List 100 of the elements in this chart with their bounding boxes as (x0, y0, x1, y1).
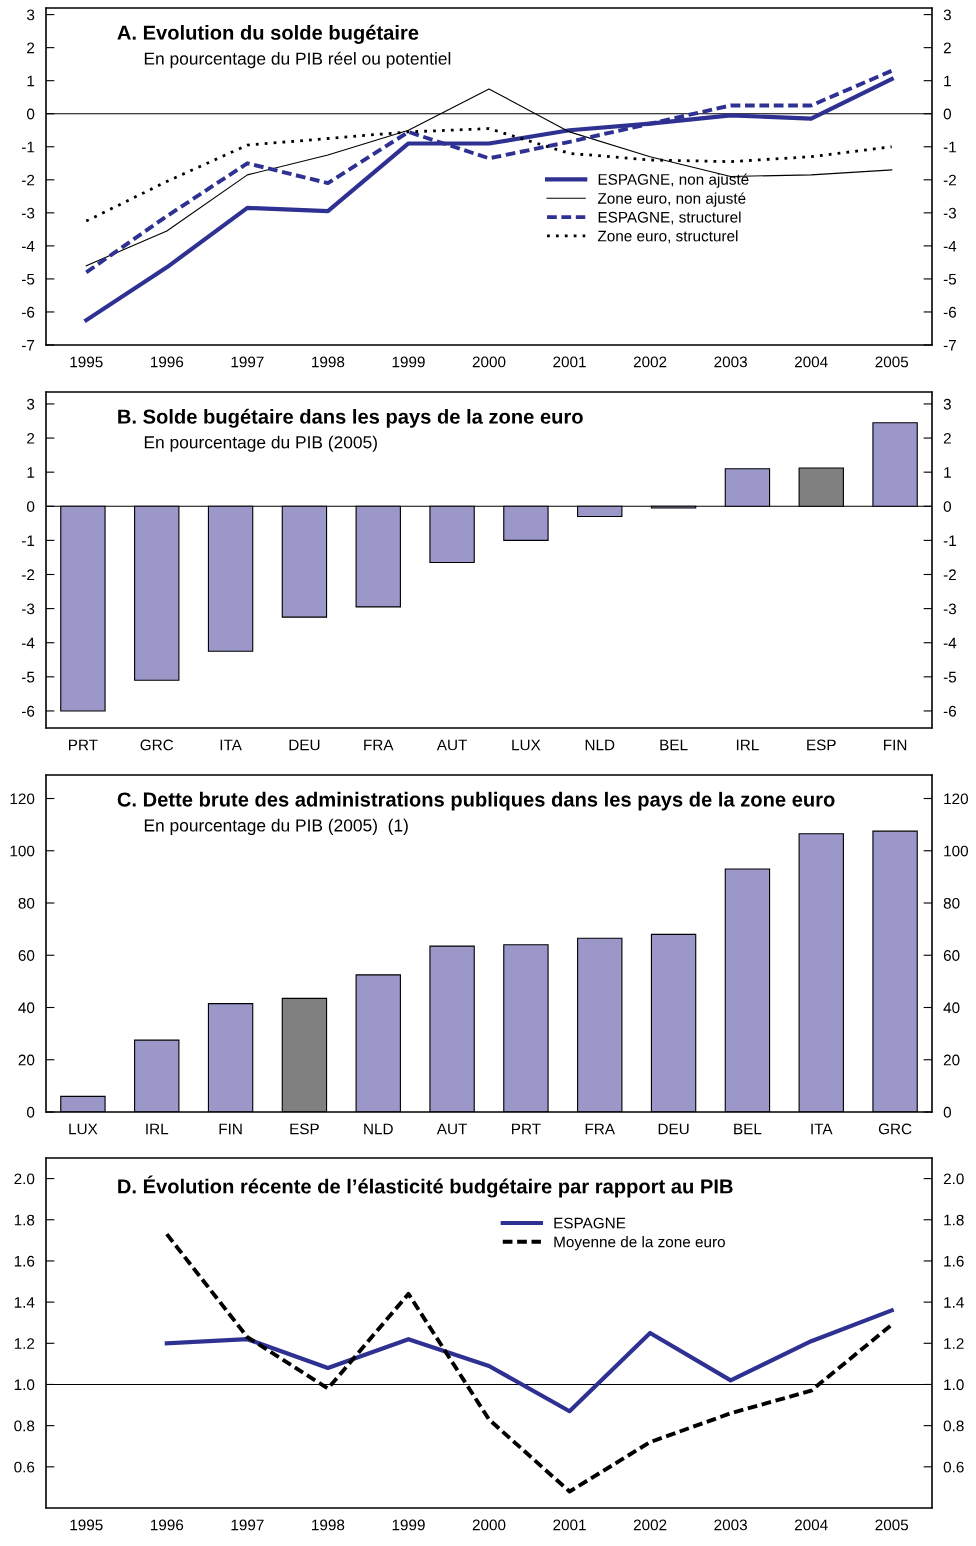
y2-tick-label: 2 (943, 432, 951, 444)
y2-tick-label: 1 (944, 75, 951, 87)
y2-tick-label: -4 (943, 240, 957, 252)
y2-tick-label: -7 (943, 340, 956, 351)
x-tick-label: NLD (364, 1123, 393, 1135)
y2-tick-label: -5 (943, 273, 957, 285)
text: B. Solde bugétaire dans les pays de la zone euro (118, 408, 583, 428)
y-tick-label: 0.6 (14, 1461, 35, 1473)
x-tick-label: ESP (807, 739, 836, 751)
x-tick-label: IRL (146, 1123, 169, 1135)
y-tick-label: -4 (21, 637, 35, 649)
x-tick-label: 1999 (392, 356, 425, 368)
x-tick-label: 2005 (875, 1519, 909, 1531)
y-tick-label: 2 (27, 42, 35, 54)
x-tick-label: PRT (69, 739, 98, 751)
y-tick-label: -5 (21, 273, 35, 285)
y-tick-label: -1 (21, 535, 35, 546)
y2-tick-label: 0 (943, 108, 952, 120)
y-tick-label: 1.4 (14, 1297, 35, 1308)
x-tick-label: 2001 (553, 1519, 586, 1531)
x-tick-label: IRL (736, 739, 759, 751)
x-tick-label: 1996 (150, 1519, 184, 1531)
y2-tick-label: 1.2 (944, 1338, 964, 1349)
y2-tick-label: 2.0 (943, 1173, 964, 1185)
x-tick-label: FRA (364, 739, 394, 751)
x-tick-label: AUT (436, 739, 468, 751)
y2-tick-label: 120 (944, 793, 968, 805)
x-tick-label: 2001 (553, 356, 586, 368)
legend-label: ESPAGNE, structurel (598, 211, 741, 225)
x-tick-label: FIN (219, 1123, 242, 1135)
x-tick-label: 1998 (312, 356, 345, 368)
x-tick-label: DEU (658, 1123, 689, 1135)
y-tick-label: 1 (27, 467, 35, 478)
y2-tick-label: 1.4 (944, 1297, 964, 1308)
y-tick-label: 100 (10, 845, 35, 857)
legend-label: Zone euro, structurel (597, 230, 738, 244)
x-tick-label: 1999 (392, 1519, 425, 1531)
y2-tick-label: 0.8 (943, 1420, 964, 1432)
y-tick-label: 1.6 (14, 1255, 35, 1267)
text: D. Évolution récente de l’élasticité budgétaire par rapport au PIB (118, 1175, 733, 1198)
x-tick-label: 2004 (794, 1519, 828, 1531)
x-tick-label: ITA (220, 739, 242, 751)
y2-tick-label: 0.6 (943, 1461, 964, 1473)
x-tick-label: FIN (884, 739, 907, 751)
y2-tick-label: 100 (944, 845, 968, 857)
y2-tick-label: -1 (943, 141, 956, 153)
x-tick-label: PRT (512, 1123, 541, 1135)
y2-tick-label: 1 (944, 467, 951, 478)
x-tick-label: 2000 (472, 356, 506, 368)
legend-label: ESPAGNE (554, 1217, 626, 1229)
y2-tick-label: -5 (943, 671, 957, 683)
y2-tick-label: -4 (943, 637, 957, 649)
y-tick-label: -6 (21, 705, 35, 717)
y2-tick-label: 2 (943, 42, 951, 54)
y-tick-label: 0 (26, 501, 35, 512)
y-tick-label: 1 (27, 75, 35, 87)
y-tick-label: -3 (21, 603, 35, 615)
y-tick-label: -4 (21, 240, 35, 252)
x-tick-label: 1997 (231, 1519, 264, 1531)
y-tick-label: 0.8 (14, 1420, 35, 1432)
x-tick-label: 2002 (633, 1519, 667, 1531)
y2-tick-label: -1 (943, 535, 956, 546)
y-tick-label: -1 (21, 141, 35, 153)
x-tick-label: FRA (585, 1123, 615, 1135)
legend-label: ESPAGNE, non ajusté (598, 173, 749, 188)
text: C. Dette brute des administrations publiques dans les pays de la zone euro (117, 791, 835, 811)
y-tick-label: 2.0 (14, 1173, 35, 1185)
x-tick-label: 2003 (714, 356, 747, 368)
x-tick-label: 1996 (150, 356, 184, 368)
y2-tick-label: 0 (943, 1106, 952, 1118)
x-tick-label: 2003 (714, 1519, 747, 1531)
x-tick-label: 2005 (875, 356, 909, 368)
x-tick-label: LUX (512, 739, 541, 751)
y-tick-label: -6 (21, 306, 35, 318)
y2-tick-label: 0 (943, 501, 952, 512)
y2-tick-label: 40 (943, 1002, 960, 1014)
x-tick-label: BEL (734, 1123, 762, 1135)
y-tick-label: 120 (10, 793, 35, 805)
y-tick-label: 1.0 (14, 1379, 35, 1391)
y2-tick-label: 3 (943, 398, 951, 410)
x-tick-label: GRC (878, 1123, 912, 1135)
x-tick-label: ITA (811, 1123, 833, 1135)
y-tick-label: -5 (21, 671, 35, 683)
y2-tick-label: 60 (943, 950, 960, 961)
y2-tick-label: -2 (943, 569, 956, 581)
x-tick-label: GRC (140, 739, 174, 751)
x-tick-label: AUT (436, 1123, 468, 1135)
y-tick-label: -2 (21, 569, 35, 581)
y-tick-label: 1.2 (14, 1338, 35, 1349)
y2-tick-label: 1.0 (944, 1379, 964, 1391)
y2-tick-label: 3 (943, 9, 951, 21)
text: En pourcentage du PIB (2005) (1) (144, 818, 408, 835)
x-tick-label: 1995 (70, 1519, 103, 1531)
x-tick-label: BEL (660, 739, 688, 751)
x-tick-label: DEU (289, 739, 320, 751)
x-tick-label: LUX (69, 1123, 98, 1135)
y-tick-label: 3 (26, 398, 35, 410)
y-tick-label: 1.8 (14, 1214, 35, 1226)
y-tick-label: -3 (21, 207, 35, 219)
text: En pourcentage du PIB (2005) (144, 435, 377, 452)
